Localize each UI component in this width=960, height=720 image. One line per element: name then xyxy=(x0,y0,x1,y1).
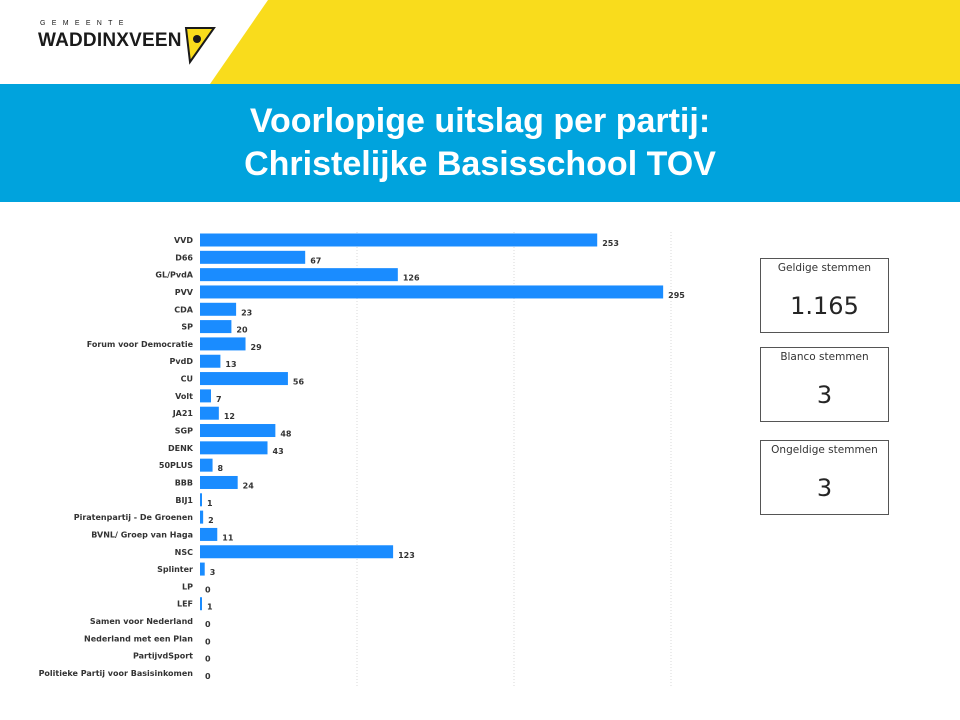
category-label: PartijvdSport xyxy=(133,652,193,661)
category-label: DENK xyxy=(168,444,194,453)
data-label: 126 xyxy=(403,274,420,283)
data-label: 24 xyxy=(243,481,255,490)
category-label: SGP xyxy=(175,427,193,436)
category-label: LP xyxy=(182,582,193,591)
bar xyxy=(200,458,213,472)
data-label: 0 xyxy=(205,655,211,664)
data-label: 123 xyxy=(398,551,415,560)
category-label: Volt xyxy=(175,392,193,401)
title-bar: Voorlopige uitslag per partij: Christeli… xyxy=(0,84,960,202)
category-label: 50PLUS xyxy=(159,461,193,470)
data-label: 253 xyxy=(602,239,619,248)
data-label: 23 xyxy=(241,308,252,317)
data-label: 8 xyxy=(218,464,224,473)
category-label: JA21 xyxy=(172,409,194,418)
invalid-votes-value: 3 xyxy=(816,474,833,502)
bar xyxy=(200,562,205,576)
data-label: 29 xyxy=(251,343,263,352)
data-label: 13 xyxy=(225,360,236,369)
header-background xyxy=(0,0,960,84)
category-label: CU xyxy=(181,375,193,384)
header-band: GEMEENTE WADDINXVEEN xyxy=(0,0,960,84)
data-label: 0 xyxy=(205,585,211,594)
invalid-votes-label: Ongeldige stemmen xyxy=(771,444,878,456)
data-label: 48 xyxy=(280,430,292,439)
bar xyxy=(200,337,246,351)
data-label: 2 xyxy=(208,516,214,525)
category-label: LEF xyxy=(177,600,193,609)
bar xyxy=(200,424,276,438)
data-label: 20 xyxy=(236,326,248,335)
category-label: Politieke Partij voor Basisinkomen xyxy=(39,669,194,678)
category-label: GL/PvdA xyxy=(155,271,193,280)
bar xyxy=(200,354,221,368)
category-label: CDA xyxy=(174,305,194,314)
bar xyxy=(200,285,664,299)
category-label: BBB xyxy=(175,478,193,487)
logo-name: WADDINXVEEN xyxy=(38,30,182,51)
category-label: Nederland met een Plan xyxy=(84,634,193,643)
x-tick-label: 200 xyxy=(506,699,523,700)
data-label: 0 xyxy=(205,672,211,681)
blank-votes-label: Blanco stemmen xyxy=(780,351,869,363)
data-label: 67 xyxy=(310,256,321,265)
bar xyxy=(200,372,288,386)
category-label: PvdD xyxy=(170,357,194,366)
bar xyxy=(200,527,218,541)
bar xyxy=(200,597,202,611)
valid-votes-label: Geldige stemmen xyxy=(777,262,872,274)
bar-chart: 0100200300400VVD253D6667GL/PvdA126PVV295… xyxy=(39,232,685,700)
category-label: Splinter xyxy=(157,565,193,574)
data-label: 3 xyxy=(210,568,216,577)
category-label: Forum voor Democratie xyxy=(87,340,194,349)
logo-emblem-detail-icon xyxy=(193,35,201,43)
data-label: 0 xyxy=(205,620,211,629)
bar xyxy=(200,475,238,489)
logo-emblem-icon xyxy=(184,27,216,65)
category-label: BIJ1 xyxy=(175,496,193,505)
bar xyxy=(200,493,202,507)
data-label: 56 xyxy=(293,378,305,387)
valid-votes-value: 1.165 xyxy=(790,292,859,320)
bar xyxy=(200,406,219,420)
logo-subtitle: GEMEENTE xyxy=(40,20,130,27)
page-title-line-2: Christelijke Basisschool TOV xyxy=(244,145,716,183)
data-label: 12 xyxy=(224,412,235,421)
bar xyxy=(200,389,211,403)
category-label: D66 xyxy=(175,253,193,262)
bar xyxy=(200,268,398,282)
bar xyxy=(200,320,232,334)
category-label: Samen voor Nederland xyxy=(90,617,193,626)
bar xyxy=(200,250,306,264)
blank-votes-value: 3 xyxy=(816,381,833,409)
yellow-banner-shape xyxy=(210,0,960,84)
invalid-votes-card: Ongeldige stemmen 3 xyxy=(760,440,889,515)
bar xyxy=(200,441,268,455)
data-label: 295 xyxy=(668,291,685,300)
blank-votes-card: Blanco stemmen 3 xyxy=(760,347,889,422)
category-label: PVV xyxy=(175,288,194,297)
bar xyxy=(200,545,394,559)
category-label: VVD xyxy=(174,236,193,245)
data-label: 7 xyxy=(216,395,222,404)
x-tick-label: 100 xyxy=(349,699,366,700)
bar xyxy=(200,302,237,316)
data-label: 11 xyxy=(222,533,234,542)
bar xyxy=(200,233,598,247)
valid-votes-card: Geldige stemmen 1.165 xyxy=(760,258,889,333)
data-label: 1 xyxy=(207,499,213,508)
page-title-line-1: Voorlopige uitslag per partij: xyxy=(249,102,711,140)
category-label: Piratenpartij - De Groenen xyxy=(74,513,194,522)
x-tick-label: 300 xyxy=(663,699,680,700)
category-label: BVNL/ Groep van Haga xyxy=(91,530,193,539)
bar xyxy=(200,510,204,524)
data-label: 43 xyxy=(273,447,284,456)
category-label: SP xyxy=(181,323,193,332)
data-label: 1 xyxy=(207,603,213,612)
category-label: NSC xyxy=(175,548,193,557)
data-label: 0 xyxy=(205,637,211,646)
x-tick-label: 0 xyxy=(197,699,203,700)
